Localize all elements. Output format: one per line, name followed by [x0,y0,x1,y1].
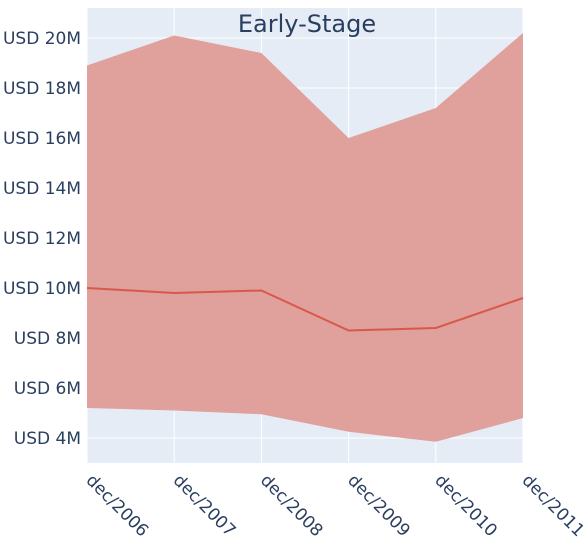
x-tick-label-3: dec/2009 [343,471,413,541]
y-tick-label-1: USD 6M [14,379,81,399]
y-axis-ticks: USD 4M USD 6M USD 8M USD 10M USD 12M USD 14M U… [3,29,81,449]
x-tick-label-2: dec/2008 [256,471,326,541]
middle-series-line [86,287,524,332]
y-tick-label-3: USD 10M [3,279,81,299]
y-tick-label-4: USD 12M [3,229,81,249]
y-tick-label-5: USD 14M [3,179,81,199]
y-tick-label-8: USD 20M [3,29,81,49]
x-axis-ticks: dec/2006 dec/2007 dec/2008 dec/2009 dec/2010… [82,471,588,541]
y-tick-label-2: USD 8M [14,329,81,349]
x-tick-label-4: dec/2010 [431,471,501,541]
x-tick-label-5: dec/2011 [518,471,588,541]
y-tick-label-0: USD 4M [14,429,81,449]
range-band [87,33,523,442]
x-tick-label-0: dec/2006 [82,471,152,541]
chart-title: Early-Stage [238,10,376,38]
y-tick-label-7: USD 18M [3,79,81,99]
x-tick-label-1: dec/2007 [169,471,239,541]
y-tick-label-6: USD 16M [3,129,81,149]
